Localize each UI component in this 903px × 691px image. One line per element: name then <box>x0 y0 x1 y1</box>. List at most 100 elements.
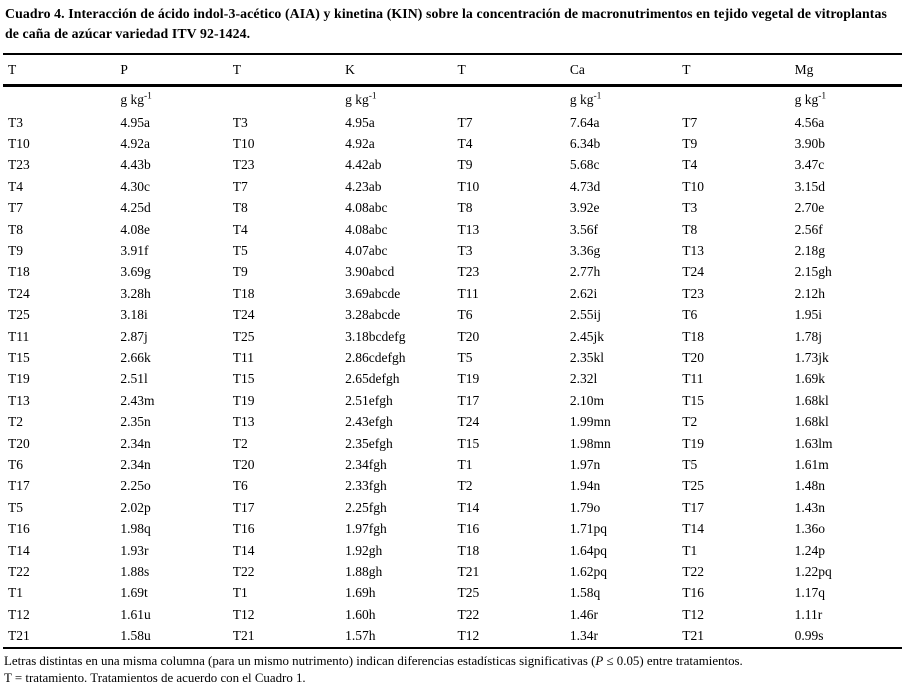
table-row: T6 2.34n T20 2.34fgh T1 1.97n T5 1.61m <box>3 454 902 475</box>
value-cell: 4.92a <box>120 136 150 152</box>
value-cell: 4.56a <box>794 114 825 130</box>
value-cell: 1.69k <box>794 371 825 387</box>
value-cell: 2.70e <box>794 200 825 216</box>
table-footnotes: Letras distintas en una misma columna (p… <box>4 653 900 687</box>
value-cell: 2.87j <box>120 328 148 344</box>
treatment-cell: T24 <box>232 307 255 323</box>
treatment-cell: T18 <box>457 542 480 558</box>
value-cell: 1.64pq <box>569 542 607 558</box>
treatment-cell: T24 <box>682 264 704 280</box>
value-cell: 2.10m <box>569 392 605 408</box>
treatment-cell: T13 <box>682 243 704 259</box>
value-cell: 1.99mn <box>569 414 611 430</box>
value-cell: 1.57h <box>345 628 376 644</box>
macronutrient-table: T P T K T Ca T Mg g kg-1 g kg-1 g kg-1 g… <box>3 53 902 649</box>
value-cell: 0.99s <box>794 628 824 644</box>
treatment-cell: T21 <box>232 628 255 644</box>
value-cell: 1.97n <box>569 456 601 472</box>
units-cell-empty <box>453 86 565 113</box>
value-cell: 1.36o <box>794 521 825 537</box>
treatment-cell: T7 <box>8 200 23 216</box>
value-cell: 3.69abcde <box>345 285 401 301</box>
unit-label: g kg <box>120 91 144 107</box>
table-row: T9 3.91f T5 4.07abc T3 3.36g T13 2.18g <box>3 240 902 261</box>
table-row: T13 2.43m T19 2.51efgh T17 2.10m T15 1.68kl <box>3 390 902 411</box>
treatment-cell: T19 <box>8 371 30 387</box>
value-cell: 2.51l <box>120 371 148 387</box>
treatment-cell: T4 <box>232 221 248 237</box>
value-cell: 1.61u <box>120 606 151 622</box>
treatment-cell: T19 <box>457 371 480 387</box>
table-row: T22 1.88s T22 1.88gh T21 1.62pq T22 1.22pq <box>3 561 902 582</box>
table-row: T20 2.34n T2 2.35efgh T15 1.98mn T19 1.63lm <box>3 433 902 454</box>
treatment-cell: T11 <box>457 285 479 301</box>
treatment-cell: T22 <box>457 606 480 622</box>
value-cell: 4.30c <box>120 178 150 194</box>
treatment-cell: T15 <box>8 349 30 365</box>
header-treatment-3: T <box>452 54 565 87</box>
value-cell: 4.43b <box>120 157 151 173</box>
unit-label: g kg <box>345 91 369 107</box>
treatment-cell: T7 <box>232 178 248 194</box>
treatment-cell: T5 <box>8 499 23 515</box>
value-cell: 1.11r <box>794 606 823 622</box>
treatment-cell: T25 <box>682 478 704 494</box>
value-cell: 1.92gh <box>345 542 383 558</box>
unit-label: g kg <box>794 91 819 107</box>
table-row: T24 3.28h T18 3.69abcde T11 2.62i T23 2.12h <box>3 283 902 304</box>
value-cell: 1.98q <box>120 521 151 537</box>
value-cell: 1.68kl <box>794 392 829 408</box>
treatment-cell: T16 <box>8 521 30 537</box>
unit-exponent: -1 <box>593 91 602 101</box>
table-row: T7 4.25d T8 4.08abc T8 3.92e T3 2.70e <box>3 198 902 219</box>
treatment-cell: T1 <box>682 542 698 558</box>
table-header: T P T K T Ca T Mg <box>3 54 902 87</box>
treatment-cell: T23 <box>8 157 30 173</box>
value-cell: 2.34n <box>120 435 151 451</box>
table-caption: Cuadro 4. Interacción de ácido indol-3-a… <box>5 6 887 41</box>
table-body: g kg-1 g kg-1 g kg-1 g kg-1 T3 4.95a T3 4.9… <box>3 86 902 648</box>
treatment-cell: T20 <box>682 349 704 365</box>
value-cell: 1.58q <box>569 585 601 601</box>
treatment-cell: T15 <box>457 435 480 451</box>
treatment-cell: T25 <box>457 585 480 601</box>
units-row: g kg-1 g kg-1 g kg-1 g kg-1 <box>3 86 902 113</box>
table-row: T4 4.30c T7 4.23ab T10 4.73d T10 3.15d <box>3 176 902 197</box>
treatment-cell: T22 <box>682 563 704 579</box>
table-row: T1 1.69t T1 1.69h T25 1.58q T16 1.17q <box>3 583 902 604</box>
unit-exponent: -1 <box>144 91 152 101</box>
value-cell: 2.65defgh <box>345 371 400 387</box>
value-cell: 2.25fgh <box>345 499 387 515</box>
value-cell: 2.45jk <box>569 328 605 344</box>
treatment-cell: T18 <box>232 285 255 301</box>
value-cell: 2.34n <box>120 456 151 472</box>
value-cell: 2.02p <box>120 499 151 515</box>
treatment-cell: T21 <box>8 628 30 644</box>
treatment-cell: T4 <box>8 178 23 194</box>
value-cell: 3.15d <box>794 178 825 194</box>
value-cell: 1.69h <box>345 585 376 601</box>
treatment-cell: T21 <box>682 628 704 644</box>
treatment-cell: T25 <box>8 307 30 323</box>
value-cell: 4.08abc <box>345 200 388 216</box>
treatment-cell: T14 <box>682 521 704 537</box>
value-cell: 1.60h <box>345 606 376 622</box>
value-cell: 4.95a <box>120 114 150 130</box>
value-cell: 4.92a <box>345 136 375 152</box>
table-row: T23 4.43b T23 4.42ab T9 5.68c T4 3.47c <box>3 155 902 176</box>
value-cell: 1.69t <box>120 585 148 601</box>
unit-exponent: -1 <box>368 91 377 101</box>
footnote-treatment-definition: T = tratamiento. Tratamientos de acuerdo… <box>4 670 306 685</box>
treatment-cell: T17 <box>457 392 480 408</box>
header-nutrient-k: K <box>340 54 453 87</box>
treatment-cell: T18 <box>682 328 704 344</box>
value-cell: 6.34b <box>569 136 601 152</box>
value-cell: 1.73jk <box>794 349 829 365</box>
value-cell: 1.24p <box>794 542 825 558</box>
treatment-cell: T17 <box>232 499 255 515</box>
value-cell: 2.18g <box>794 243 825 259</box>
treatment-cell: T9 <box>8 243 23 259</box>
header-nutrient-ca: Ca <box>564 54 678 87</box>
treatment-cell: T20 <box>457 328 480 344</box>
value-cell: 2.43efgh <box>345 414 393 430</box>
